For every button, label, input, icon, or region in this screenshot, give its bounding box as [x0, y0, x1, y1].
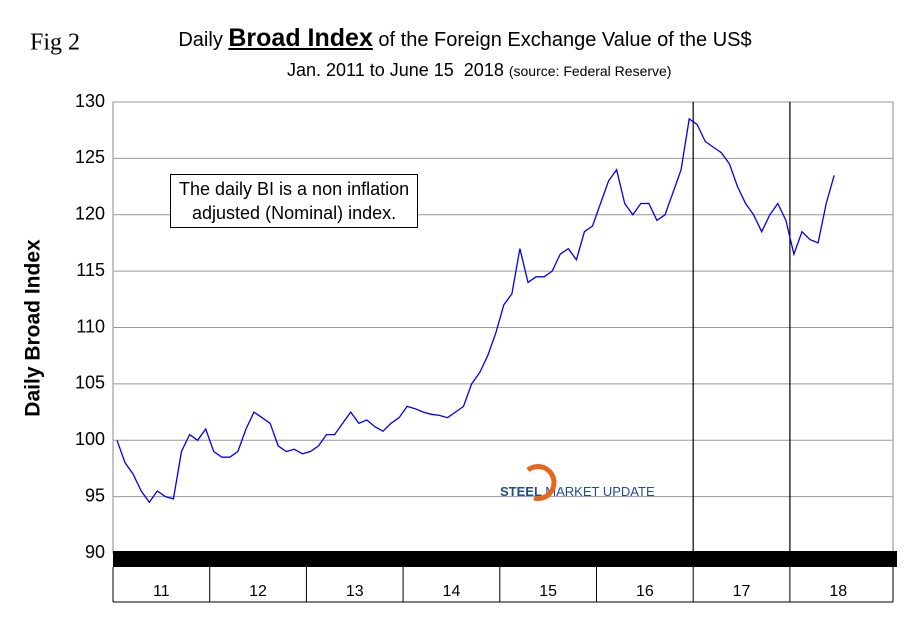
- y-axis-label: Daily Broad Index: [22, 239, 45, 417]
- title-prefix: Daily: [178, 29, 223, 51]
- annotation-line: The daily BI is a non inflation: [179, 179, 410, 199]
- logo: STEEL MARKET UPDATE: [500, 484, 655, 499]
- y-tick-label: 95: [85, 485, 105, 505]
- logo-swoosh: [526, 464, 557, 501]
- figure-label: Fig 2: [30, 30, 80, 56]
- y-tick-label: 110: [76, 316, 105, 336]
- x-tick-label: 11: [153, 583, 170, 600]
- x-axis-bar: [113, 551, 897, 567]
- chart-title: Daily Broad Index of the Foreign Exchang…: [0, 24, 910, 53]
- title-emphasis: Broad Index: [228, 24, 373, 52]
- x-tick-label: 16: [636, 583, 654, 600]
- y-tick-label: 120: [75, 204, 105, 224]
- data-line: [116, 117, 835, 504]
- x-tick-label: 18: [829, 583, 847, 600]
- logo-arc: [526, 464, 557, 501]
- annotation-line: adjusted (Nominal) index.: [192, 203, 397, 223]
- x-tick-label: 14: [443, 583, 461, 600]
- source: (source: Federal Reserve): [508, 63, 672, 79]
- y-tick-label: 100: [75, 429, 105, 449]
- x-tick-label: 12: [249, 583, 267, 600]
- x-tick-label: 17: [733, 583, 751, 600]
- title-suffix: of the Foreign Exchange Value of the US$: [378, 29, 752, 51]
- subtitle: Jan. 2011 to June 15 2018: [287, 60, 504, 80]
- y-tick-label: 130: [75, 91, 105, 111]
- y-tick-label: 125: [75, 147, 105, 167]
- logo-second: MARKET UPDATE: [545, 484, 655, 499]
- x-tick-label: 15: [539, 583, 557, 600]
- logo-first: STEEL: [500, 484, 542, 499]
- y-tick-label: 115: [76, 260, 105, 280]
- y-tick-label: 90: [85, 542, 105, 562]
- subtitle-row: Jan. 2011 to June 15 2018 (source: Feder…: [287, 60, 671, 81]
- x-tick-label: 13: [346, 583, 364, 600]
- annotation-box: The daily BI is a non inflation adjusted …: [170, 174, 419, 228]
- y-tick-label: 105: [75, 373, 105, 393]
